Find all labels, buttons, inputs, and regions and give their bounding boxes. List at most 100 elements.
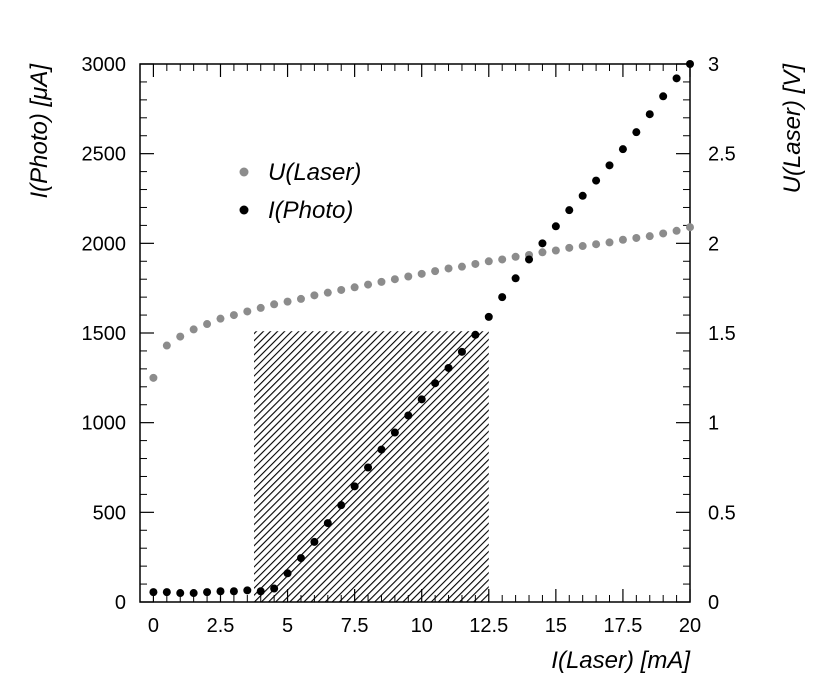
u-laser-point	[189, 325, 198, 334]
i-photo-point	[538, 239, 547, 248]
i-photo-point	[525, 255, 534, 264]
y-right-tick-label: 0	[708, 592, 719, 614]
legend-marker	[239, 167, 249, 177]
u-laser-point	[162, 341, 171, 350]
points-layer	[149, 60, 694, 598]
i-photo-point	[645, 110, 654, 119]
x-tick-label: 0	[148, 615, 159, 637]
i-photo-point	[444, 363, 453, 372]
u-laser-point	[618, 235, 627, 244]
x-tick-label: 17.5	[603, 615, 642, 637]
i-photo-point	[484, 312, 493, 321]
i-photo-point	[176, 589, 185, 598]
u-laser-point	[686, 223, 694, 232]
i-photo-point	[578, 191, 587, 200]
legend-label: I(Photo)	[268, 197, 353, 224]
i-photo-point	[283, 569, 292, 578]
y-right-axis-title: U(Laser) [V]	[779, 63, 806, 194]
y-left-tick-label: 2000	[82, 233, 127, 255]
i-photo-point	[592, 176, 601, 185]
u-laser-point	[457, 262, 466, 271]
i-photo-point	[498, 293, 507, 302]
u-laser-point	[203, 320, 212, 329]
i-photo-point	[337, 501, 346, 510]
u-laser-point	[632, 233, 641, 242]
u-laser-point	[444, 264, 453, 273]
x-tick-label: 10	[411, 615, 433, 637]
u-laser-point	[377, 277, 386, 286]
y-right-tick-label: 0.5	[708, 502, 736, 524]
i-photo-point	[457, 347, 466, 356]
i-photo-point	[551, 222, 560, 231]
i-photo-point	[323, 519, 332, 528]
y-left-tick-label: 1000	[82, 413, 127, 435]
i-photo-point	[216, 587, 225, 596]
i-photo-point	[632, 128, 641, 137]
x-tick-label: 12.5	[469, 615, 508, 637]
i-photo-point	[296, 554, 305, 563]
i-photo-point	[350, 482, 359, 491]
i-photo-point	[256, 587, 265, 596]
u-laser-point	[350, 283, 359, 292]
i-photo-point	[686, 60, 694, 68]
u-laser-point	[538, 248, 547, 257]
u-laser-point	[431, 267, 440, 276]
i-photo-point	[189, 589, 198, 598]
u-laser-point	[296, 294, 305, 303]
u-laser-point	[390, 275, 399, 284]
i-photo-point	[243, 586, 252, 595]
i-photo-point	[270, 584, 279, 593]
x-tick-label: 20	[679, 615, 701, 637]
u-laser-point	[283, 297, 292, 306]
i-photo-point	[310, 537, 319, 546]
i-photo-point	[203, 588, 212, 597]
u-laser-point	[404, 272, 413, 281]
u-laser-point	[229, 311, 238, 320]
y-left-tick-label: 3000	[82, 54, 127, 76]
u-laser-point	[176, 332, 185, 341]
i-photo-point	[149, 588, 158, 597]
x-tick-label: 15	[545, 615, 567, 637]
u-laser-point	[149, 373, 158, 382]
i-photo-point	[659, 92, 668, 101]
y-right-tick-label: 1.5	[708, 323, 736, 345]
u-laser-point	[551, 246, 560, 255]
u-laser-point	[256, 303, 265, 312]
u-laser-point	[471, 259, 480, 268]
y-left-tick-label: 2500	[82, 144, 127, 166]
y-left-tick-label: 1500	[82, 323, 127, 345]
i-photo-point	[390, 428, 399, 437]
y-left-axis-title: I(Photo) [μA]	[26, 63, 53, 199]
y-right-tick-label: 3	[708, 54, 719, 76]
u-laser-point	[645, 232, 654, 241]
y-left-tick-label: 0	[115, 592, 126, 614]
i-photo-point	[417, 395, 426, 404]
u-laser-point	[672, 226, 681, 235]
u-laser-point	[511, 252, 520, 261]
i-photo-point	[229, 587, 238, 596]
u-laser-point	[243, 307, 252, 316]
i-photo-point	[605, 161, 614, 170]
legend-marker	[239, 205, 249, 215]
i-photo-point	[511, 274, 520, 283]
i-photo-point	[618, 145, 627, 154]
u-laser-point	[337, 285, 346, 294]
u-laser-point	[484, 257, 493, 266]
y-left-tick-label: 500	[93, 502, 126, 524]
i-photo-point	[404, 411, 413, 420]
i-photo-point	[377, 445, 386, 454]
u-laser-point	[592, 240, 601, 249]
i-photo-point	[162, 588, 171, 597]
u-laser-point	[659, 229, 668, 238]
x-tick-label: 2.5	[207, 615, 235, 637]
y-right-tick-label: 2.5	[708, 144, 736, 166]
legend: U(Laser) I(Photo)	[239, 159, 361, 224]
axes-layer: 0 2.5 5 7.5 10 12.5 15 17.5 20050010001500200025…	[26, 54, 806, 674]
u-laser-point	[270, 300, 279, 309]
u-laser-point	[605, 238, 614, 247]
x-tick-label: 7.5	[341, 615, 369, 637]
i-photo-point	[672, 74, 681, 83]
y-right-tick-label: 2	[708, 233, 719, 255]
